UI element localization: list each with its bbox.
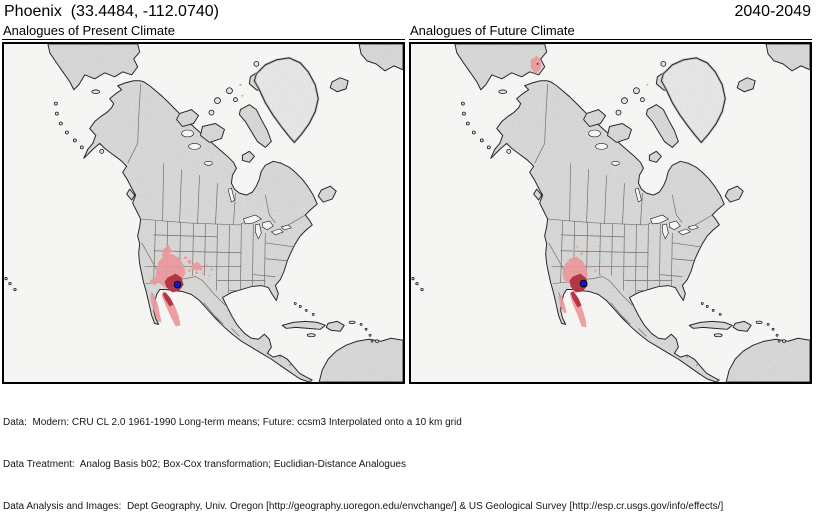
climate-analog-figure: { "header": { "location": "Phoenix (33.4… xyxy=(2,3,812,512)
phoenix-marker-future xyxy=(579,279,588,288)
panel-present: Analogues of Present Climate xyxy=(2,23,405,384)
analog-region-future xyxy=(530,55,649,328)
panel-future: Analogues of Future Climate xyxy=(409,23,812,384)
map-title-present: Analogues of Present Climate xyxy=(2,23,405,40)
location-title: Phoenix (33.4484, -112.0740) xyxy=(4,3,219,20)
footnote-data-treatment: Data Treatment: Analog Basis b02; Box-Co… xyxy=(3,459,406,470)
map-present-climate xyxy=(4,44,403,382)
map-frame-present xyxy=(2,42,405,384)
map-future-climate xyxy=(411,44,810,382)
footnote-data-sources: Data: Modern: CRU CL 2.0 1961-1990 Long-… xyxy=(3,417,462,428)
map-title-future: Analogues of Future Climate xyxy=(409,23,812,40)
period-label: 2040-2049 xyxy=(734,3,811,20)
map-frame-future xyxy=(409,42,812,384)
figure-footnotes: Data: Modern: CRU CL 2.0 1961-1990 Long-… xyxy=(3,388,723,528)
footnote-credits: Data Analysis and Images: Dept Geography… xyxy=(3,501,724,512)
phoenix-marker-present xyxy=(173,280,182,289)
